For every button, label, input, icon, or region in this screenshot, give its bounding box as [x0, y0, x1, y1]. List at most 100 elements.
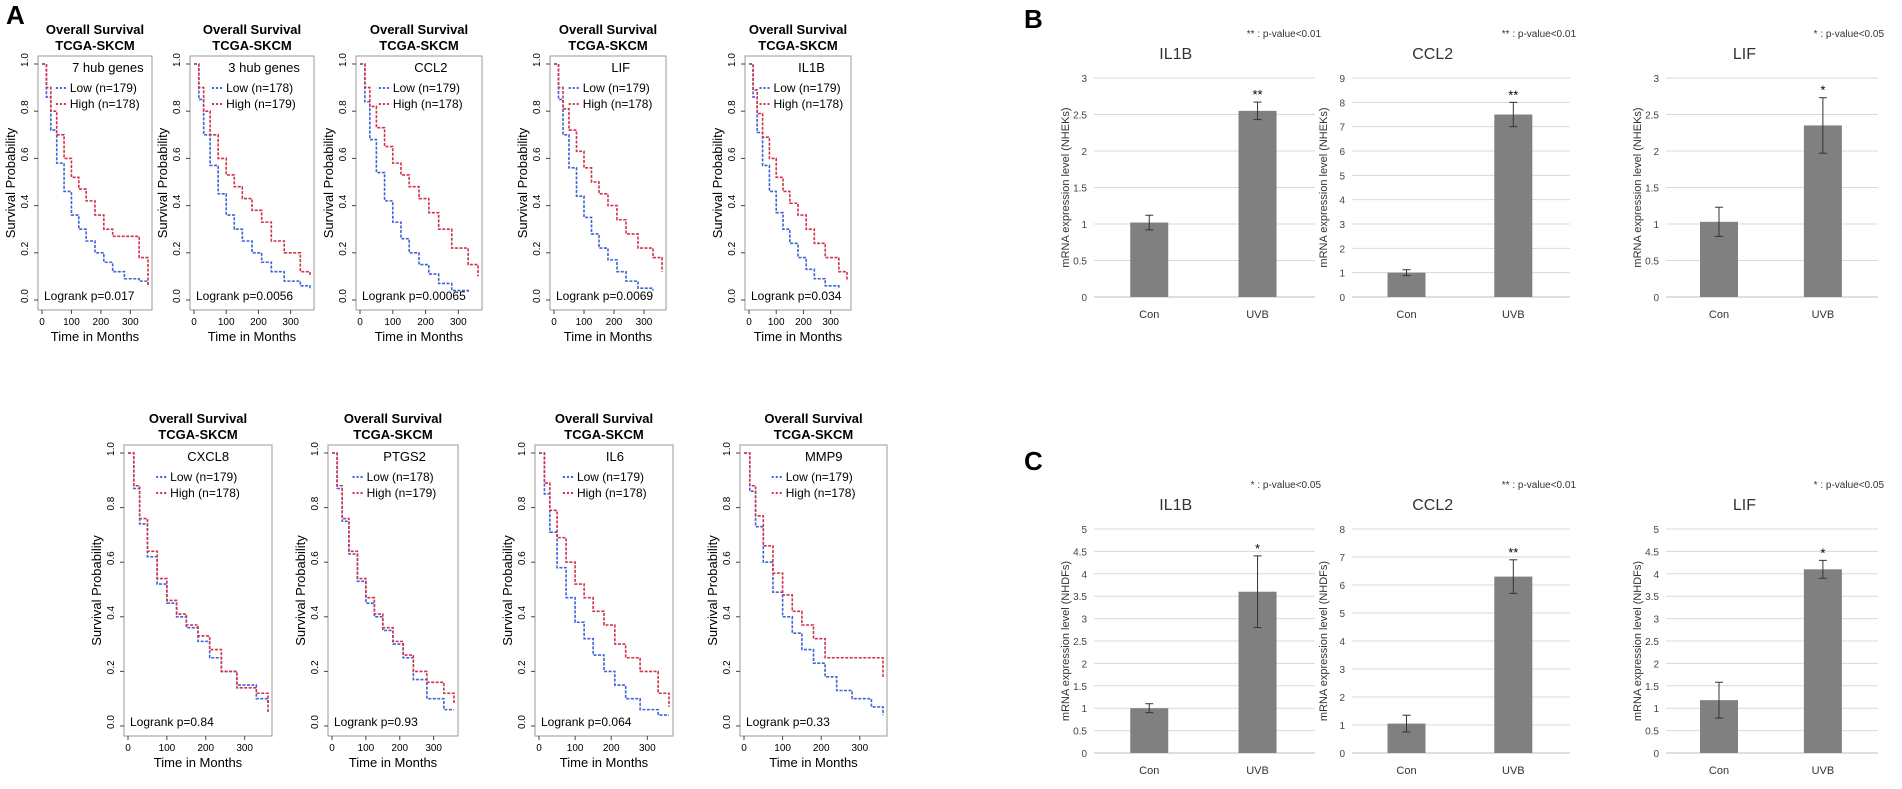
gene-label: CCL2: [414, 60, 447, 75]
logrank-label: Logrank p=0.034: [751, 289, 842, 303]
y-axis-label: Survival Probability: [515, 127, 530, 238]
legend-low: Low (n=179): [70, 81, 137, 95]
km-curve-low: [744, 452, 884, 716]
y-tick-label: 2.5: [1073, 111, 1087, 122]
chart-title: Overall Survival: [149, 411, 247, 426]
significance-mark: **: [1508, 545, 1518, 560]
significance-mark: *: [1820, 83, 1825, 98]
x-tick-label: Con: [1139, 765, 1159, 777]
y-axis-label: Survival Probability: [293, 535, 308, 646]
y-tick-label: 1: [1081, 220, 1087, 231]
km-curve-high: [42, 63, 149, 286]
chart-subtitle: TCGA-SKCM: [379, 38, 458, 53]
km-curve-low: [360, 63, 469, 293]
y-tick-label: 0.0: [722, 715, 733, 729]
km-curve-high: [332, 452, 455, 705]
x-tick-label: 0: [741, 743, 747, 754]
y-tick-label: 0.0: [20, 289, 31, 303]
legend-high: High (n=178): [393, 97, 463, 111]
legend-high: High (n=178): [170, 486, 240, 500]
panel-label-a: A: [6, 0, 25, 30]
gene-label: 3 hub genes: [228, 60, 300, 75]
charts-layer: Overall SurvivalTCGA-SKCM0.00.20.40.60.8…: [3, 22, 1884, 777]
chart-title: Overall Survival: [370, 22, 468, 37]
chart-subtitle: TCGA-SKCM: [564, 427, 643, 442]
y-tick-label: 0.8: [310, 496, 321, 510]
y-tick-label: 4.5: [1645, 547, 1659, 558]
x-tick-label: 300: [822, 317, 839, 328]
y-tick-label: 0.0: [532, 289, 543, 303]
y-tick-label: 5: [1339, 171, 1345, 182]
km-curve-high: [744, 452, 884, 677]
y-tick-label: 0: [1339, 749, 1345, 760]
km-curve-low: [42, 63, 149, 284]
y-tick-label: 0.4: [20, 194, 31, 208]
y-tick-label: 1: [1339, 269, 1345, 280]
y-tick-label: 0.2: [338, 241, 349, 255]
x-tick-label: Con: [1396, 309, 1416, 321]
logrank-label: Logrank p=0.84: [130, 715, 214, 729]
logrank-label: Logrank p=0.064: [541, 715, 632, 729]
y-tick-label: 1.0: [517, 442, 528, 456]
y-tick-label: 0.8: [172, 100, 183, 114]
y-tick-label: 5: [1081, 525, 1087, 536]
y-tick-label: 1.0: [310, 442, 321, 456]
y-tick-label: 4: [1653, 570, 1659, 581]
y-tick-label: 0.6: [532, 147, 543, 161]
y-tick-label: 3.5: [1073, 592, 1087, 603]
plot-frame: [549, 55, 667, 311]
x-tick-label: 300: [851, 743, 868, 754]
x-tick-label: 300: [236, 743, 253, 754]
y-tick-label: 0.0: [310, 715, 321, 729]
y-tick-label: 0.6: [338, 147, 349, 161]
y-axis-label: mRNA expression level (NHDFs): [1632, 561, 1644, 721]
y-axis-label: Survival Probability: [321, 127, 336, 238]
y-tick-label: 0.6: [727, 147, 738, 161]
gene-label: IL6: [606, 449, 624, 464]
significance-note: * : p-value<0.05: [1814, 480, 1885, 491]
y-tick-label: 0.5: [1645, 727, 1659, 738]
x-tick-label: UVB: [1502, 765, 1525, 777]
y-tick-label: 1.5: [1073, 682, 1087, 693]
x-tick-label: 300: [122, 317, 139, 328]
km-curve-low: [554, 63, 654, 291]
y-tick-label: 0.0: [106, 715, 117, 729]
chart-title: Overall Survival: [764, 411, 862, 426]
logrank-label: Logrank p=0.93: [334, 715, 418, 729]
y-tick-label: 0.4: [722, 605, 733, 619]
gene-label: IL1B: [798, 60, 825, 75]
y-tick-label: 2: [1081, 147, 1087, 158]
y-tick-label: 1: [1653, 704, 1659, 715]
y-tick-label: 0.4: [338, 194, 349, 208]
x-tick-label: 300: [282, 317, 299, 328]
y-tick-label: 4: [1081, 570, 1087, 581]
y-tick-label: 3: [1339, 220, 1345, 231]
legend-high: High (n=178): [774, 97, 844, 111]
chart-subtitle: TCGA-SKCM: [758, 38, 837, 53]
x-tick-label: 100: [218, 317, 235, 328]
gene-label: PTGS2: [383, 449, 426, 464]
significance-mark: **: [1508, 87, 1518, 102]
chart-title: Overall Survival: [46, 22, 144, 37]
y-tick-label: 0.6: [310, 551, 321, 565]
y-tick-label: 0: [1339, 293, 1345, 304]
x-tick-label: UVB: [1812, 309, 1835, 321]
y-tick-label: 8: [1339, 98, 1345, 109]
bar-con: [1130, 222, 1169, 297]
y-tick-label: 0.6: [722, 551, 733, 565]
y-tick-label: 1: [1653, 220, 1659, 231]
x-tick-label: 100: [358, 743, 375, 754]
x-tick-label: UVB: [1502, 309, 1525, 321]
y-tick-label: 5: [1339, 609, 1345, 620]
x-tick-label: 0: [125, 743, 131, 754]
plot-frame: [123, 444, 273, 737]
bar-con: [1130, 708, 1169, 753]
y-tick-label: 1.0: [172, 53, 183, 67]
y-axis-label: Survival Probability: [155, 127, 170, 238]
x-tick-label: 100: [384, 317, 401, 328]
y-tick-label: 3: [1653, 74, 1659, 85]
plot-frame: [189, 55, 315, 311]
x-axis-label: Time in Months: [754, 329, 843, 344]
y-tick-label: 3: [1339, 665, 1345, 676]
y-tick-label: 0: [1653, 749, 1659, 760]
